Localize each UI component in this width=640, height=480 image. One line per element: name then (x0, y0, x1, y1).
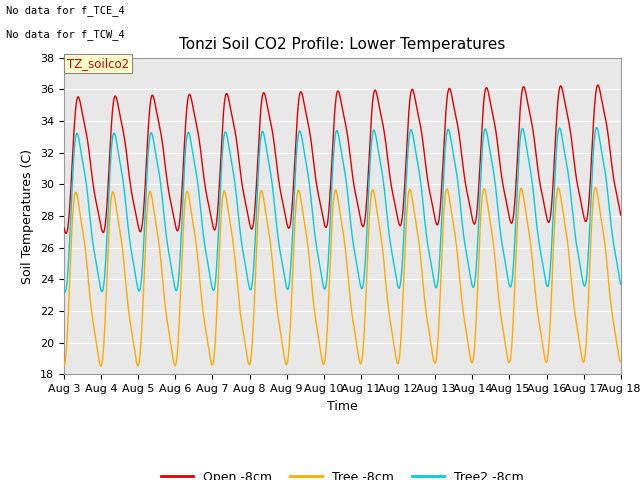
Legend: Open -8cm, Tree -8cm, Tree2 -8cm: Open -8cm, Tree -8cm, Tree2 -8cm (156, 466, 529, 480)
Title: Tonzi Soil CO2 Profile: Lower Temperatures: Tonzi Soil CO2 Profile: Lower Temperatur… (179, 37, 506, 52)
Text: TZ_soilco2: TZ_soilco2 (67, 57, 129, 70)
Text: No data for f_TCE_4: No data for f_TCE_4 (6, 5, 125, 16)
Y-axis label: Soil Temperatures (C): Soil Temperatures (C) (22, 148, 35, 284)
Text: No data for f_TCW_4: No data for f_TCW_4 (6, 29, 125, 40)
X-axis label: Time: Time (327, 400, 358, 413)
